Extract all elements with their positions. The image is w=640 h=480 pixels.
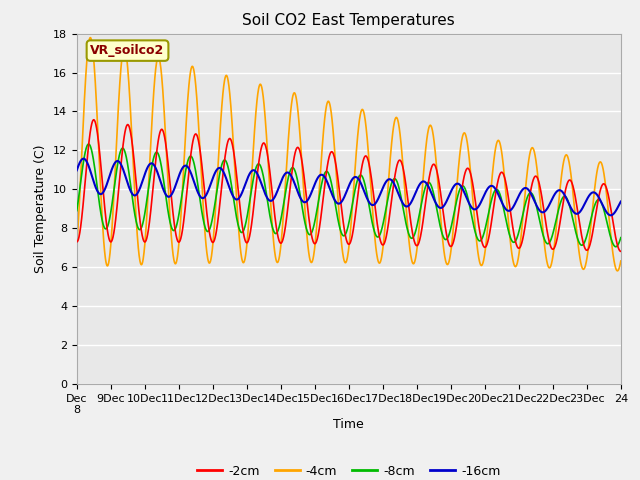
Legend: -2cm, -4cm, -8cm, -16cm: -2cm, -4cm, -8cm, -16cm xyxy=(192,460,506,480)
Title: Soil CO2 East Temperatures: Soil CO2 East Temperatures xyxy=(243,13,455,28)
Y-axis label: Soil Temperature (C): Soil Temperature (C) xyxy=(35,144,47,273)
Text: VR_soilco2: VR_soilco2 xyxy=(90,44,164,57)
X-axis label: Time: Time xyxy=(333,418,364,431)
